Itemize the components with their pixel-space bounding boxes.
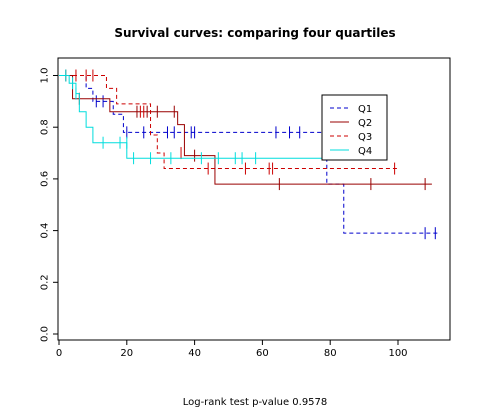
series-q4: [59, 69, 344, 165]
y-tick-label: 0.8: [40, 119, 51, 135]
x-tick-label: 80: [324, 348, 337, 359]
y-axis: 0.0 0.2 0.4 0.6 0.8 1.0: [40, 68, 58, 342]
series-q2: [59, 75, 432, 191]
series-layer: [59, 69, 439, 240]
y-tick-label: 0.4: [40, 223, 51, 239]
y-tick-label: 1.0: [40, 68, 51, 84]
legend-label: Q4: [358, 146, 372, 157]
x-tick-label: 20: [120, 348, 133, 359]
legend-label: Q2: [358, 118, 372, 129]
y-tick-label: 0.2: [40, 274, 51, 290]
y-tick-label: 0.0: [40, 326, 51, 342]
x-tick-label: 0: [56, 348, 62, 359]
series-q1: [59, 75, 439, 240]
chart-title: Survival curves: comparing four quartile…: [114, 26, 395, 40]
legend-label: Q3: [358, 132, 372, 143]
series-q3: [59, 69, 398, 175]
series-line-q1: [59, 75, 439, 234]
legend-box: [321, 94, 388, 161]
series-line-q2: [59, 75, 432, 185]
legend: Q1 Q2 Q3 Q4: [321, 94, 388, 161]
series-line-q4: [59, 75, 344, 159]
y-tick-label: 0.6: [40, 171, 51, 187]
x-tick-label: 60: [256, 348, 269, 359]
logrank-footnote: Log-rank test p-value 0.9578: [183, 397, 328, 408]
x-tick-label: 100: [388, 348, 407, 359]
plot-frame: [57, 57, 451, 341]
x-tick-label: 40: [188, 348, 201, 359]
legend-label: Q1: [358, 104, 372, 115]
series-line-q3: [59, 75, 398, 170]
x-axis: 0 20 40 60 80 100: [56, 340, 408, 359]
